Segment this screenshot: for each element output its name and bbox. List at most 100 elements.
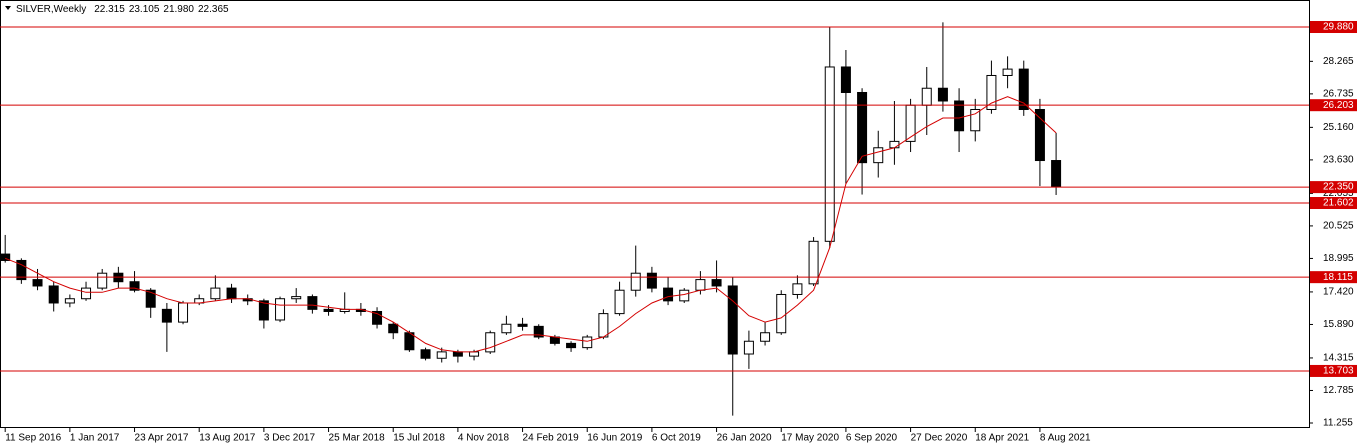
candle-body <box>469 351 480 357</box>
level-label: 26.203 <box>1323 100 1354 111</box>
candle-body <box>873 147 884 164</box>
candle-body <box>646 272 657 289</box>
candle-body <box>291 296 302 300</box>
x-tick-label: 16 Jun 2019 <box>587 433 642 444</box>
candle-body <box>727 285 738 355</box>
candle-body <box>1018 68 1029 110</box>
candle-body <box>1051 160 1062 188</box>
x-tick-label: 1 Jan 2017 <box>70 433 120 444</box>
candle-body <box>372 310 383 325</box>
plot-frame <box>0 0 1310 428</box>
chart-header: SILVER,Weekly 22.315 23.105 21.980 22.365 <box>16 4 229 15</box>
candle-body <box>711 279 722 287</box>
level-label-box <box>1310 364 1357 377</box>
candle-body <box>64 298 75 304</box>
candle-body <box>48 285 59 304</box>
candle-body <box>452 351 463 357</box>
candle-body <box>275 298 286 321</box>
y-tick-label: 20.525 <box>1323 221 1354 232</box>
candle-body <box>81 287 92 300</box>
candle-body <box>743 340 754 355</box>
high: 23.105 <box>129 4 160 15</box>
candle-body <box>986 74 997 110</box>
level-label: 13.703 <box>1323 366 1354 377</box>
x-tick-label: 25 Mar 2018 <box>329 433 386 444</box>
x-tick-label: 8 Aug 2021 <box>1040 433 1091 444</box>
candle-body <box>695 279 706 291</box>
candle-body <box>32 279 43 287</box>
candle-body <box>889 140 900 149</box>
candle-body <box>921 87 932 106</box>
candle-body <box>760 332 771 342</box>
candle-body <box>1034 108 1045 162</box>
x-tick-label: 6 Sep 2020 <box>846 433 898 444</box>
candle-body <box>178 302 189 323</box>
y-tick-label: 14.315 <box>1323 353 1354 364</box>
candle-body <box>792 283 803 295</box>
candle-body <box>226 287 237 300</box>
level-label: 18.115 <box>1323 272 1353 283</box>
candle-body <box>566 342 577 349</box>
candle-body <box>258 300 269 321</box>
level-label-box <box>1310 99 1357 112</box>
x-tick-label: 4 Nov 2018 <box>458 433 510 444</box>
candle-body <box>776 293 787 334</box>
level-label: 29.880 <box>1323 22 1354 33</box>
level-label-box <box>1310 181 1357 194</box>
candle-body <box>582 336 593 349</box>
x-tick-label: 6 Oct 2019 <box>652 433 701 444</box>
level-label: 22.350 <box>1323 182 1354 193</box>
x-tick-label: 18 Apr 2021 <box>975 433 1029 444</box>
candle-body <box>145 289 156 308</box>
candle-body <box>97 272 108 289</box>
symbol: SILVER,Weekly <box>16 4 86 15</box>
y-tick-label: 12.785 <box>1323 385 1354 396</box>
y-tick-label: 22.055 <box>1323 188 1354 199</box>
candle-body <box>549 336 560 344</box>
candle-body <box>501 323 512 334</box>
candle-body <box>840 66 851 93</box>
candle-body <box>323 308 334 312</box>
candle-body <box>485 332 496 353</box>
candle-body <box>905 104 916 142</box>
y-tick-label: 25.160 <box>1323 122 1354 133</box>
x-tick-label: 27 Dec 2020 <box>911 433 968 444</box>
x-tick-label: 3 Dec 2017 <box>264 433 316 444</box>
open: 22.315 <box>94 4 125 15</box>
marks <box>0 22 1062 416</box>
level-label-box <box>1310 271 1357 284</box>
level-label: 21.602 <box>1323 198 1354 209</box>
moving-average <box>5 96 1057 353</box>
menu-triangle <box>5 6 11 10</box>
candle-body <box>937 87 948 102</box>
y-tick-label: 23.630 <box>1323 155 1354 166</box>
candle-body <box>857 91 868 164</box>
candle-body <box>598 313 609 338</box>
candle-body <box>630 272 641 291</box>
candle-body <box>161 308 172 323</box>
candle-body <box>824 66 835 242</box>
candle-body <box>970 108 981 132</box>
candle-body <box>436 351 447 359</box>
candle-body <box>517 323 528 327</box>
candle-body <box>808 240 819 285</box>
x-tick-label: 24 Feb 2019 <box>523 433 580 444</box>
candle-body <box>1002 68 1013 76</box>
candle-body <box>663 287 674 302</box>
candle-body <box>420 349 431 359</box>
candle-body <box>16 259 27 281</box>
level-label-box <box>1310 197 1357 210</box>
candle-body <box>129 281 140 291</box>
candle-body <box>210 287 221 300</box>
y-tick-label: 26.735 <box>1323 89 1354 100</box>
candle-body <box>614 289 625 315</box>
low: 21.980 <box>163 4 194 15</box>
candle-body <box>954 100 965 132</box>
y-tick-label: 18.995 <box>1323 253 1354 264</box>
candle-body <box>307 296 318 310</box>
y-tick-label: 11.255 <box>1323 418 1353 429</box>
candle-body <box>533 325 544 338</box>
y-tick-label: 17.420 <box>1323 287 1354 298</box>
candle-body <box>679 289 690 302</box>
